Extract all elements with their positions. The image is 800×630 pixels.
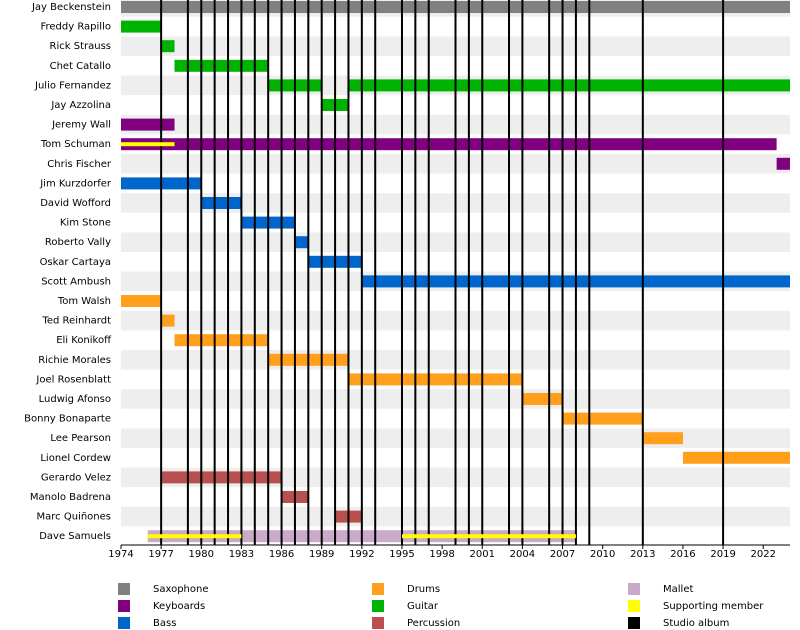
member-span — [121, 138, 777, 151]
legend-label: Drums — [407, 584, 440, 595]
legend-swatch — [372, 617, 384, 629]
member-span — [201, 197, 242, 209]
legend-label: Supporting member — [663, 601, 764, 612]
supporting-span — [401, 534, 576, 539]
member-label: Manolo Badrena — [30, 492, 111, 503]
member-span — [348, 79, 790, 92]
legend-swatch — [118, 617, 130, 629]
x-tick-label: 2019 — [710, 549, 735, 560]
member-label: Joel Rosenblatt — [35, 374, 111, 385]
member-span — [522, 393, 563, 405]
member-label: David Wofford — [40, 198, 111, 209]
x-tick-label: 2007 — [550, 549, 575, 560]
member-label: Kim Stone — [60, 218, 111, 229]
x-tick-label: 1992 — [349, 549, 374, 560]
member-label: Eli Konikoff — [56, 335, 112, 346]
legend-swatch — [372, 583, 384, 595]
member-span — [121, 20, 162, 33]
member-label: Jim Kurzdorfer — [39, 178, 112, 189]
supporting-span — [121, 142, 175, 147]
member-span — [161, 471, 282, 484]
legend-label: Mallet — [663, 584, 693, 595]
legend-label: Studio album — [663, 618, 729, 629]
member-label: Ted Reinhardt — [41, 316, 111, 327]
member-span — [682, 451, 790, 464]
member-span — [161, 40, 175, 53]
x-tick-label: 1995 — [389, 549, 414, 560]
x-tick-label: 1983 — [229, 549, 254, 560]
member-label: Lionel Cordew — [40, 453, 111, 464]
legend-swatch — [628, 617, 640, 629]
legend-swatch — [118, 600, 130, 612]
member-label: Chris Fischer — [47, 159, 112, 170]
x-tick-label: 2016 — [670, 549, 695, 560]
member-label: Marc Quiñones — [37, 512, 111, 523]
x-tick-label: 1986 — [269, 549, 294, 560]
member-label: Oskar Cartaya — [40, 257, 111, 268]
member-span — [562, 412, 643, 425]
x-tick-label: 1989 — [309, 549, 334, 560]
member-span — [174, 334, 269, 347]
member-label: Chet Catallo — [50, 61, 111, 72]
member-span — [776, 157, 790, 170]
supporting-span — [147, 534, 242, 539]
x-tick-label: 2013 — [630, 549, 655, 560]
member-label: Tom Schuman — [40, 139, 111, 150]
legend-label: Guitar — [407, 601, 439, 612]
x-tick-label: 1977 — [148, 549, 173, 560]
x-tick-label: 2001 — [470, 549, 495, 560]
x-tick-label: 2010 — [590, 549, 615, 560]
legend-label: Keyboards — [153, 601, 205, 612]
member-span — [642, 432, 683, 445]
member-label: Jeremy Wall — [51, 120, 111, 131]
member-label: Roberto Vally — [45, 237, 111, 248]
legend-label: Bass — [153, 618, 176, 629]
x-tick-label: 2022 — [751, 549, 776, 560]
member-label: Dave Samuels — [39, 531, 111, 542]
legend-swatch — [118, 583, 130, 595]
legend-swatch — [372, 600, 384, 612]
member-span — [121, 118, 175, 131]
member-label: Scott Ambush — [41, 276, 111, 287]
x-tick-label: 1974 — [108, 549, 133, 560]
member-label: Julio Fernandez — [34, 80, 111, 91]
member-label: Richie Morales — [38, 355, 111, 366]
member-span — [294, 236, 309, 249]
member-label: Jay Azzolina — [50, 100, 111, 111]
member-label: Tom Walsh — [57, 296, 111, 307]
member-span — [161, 314, 175, 327]
legend-swatch — [628, 583, 640, 595]
member-span — [174, 59, 269, 72]
member-span — [121, 295, 162, 307]
member-label: Jay Beckenstein — [31, 2, 111, 13]
legend-label: Percussion — [407, 618, 460, 629]
member-span — [348, 373, 523, 386]
x-tick-label: 1998 — [429, 549, 454, 560]
member-label: Gerardo Velez — [41, 472, 111, 483]
legend-label: Saxophone — [153, 584, 209, 595]
x-tick-label: 1980 — [189, 549, 214, 560]
member-label: Lee Pearson — [50, 433, 111, 444]
member-label: Bonny Bonaparte — [24, 414, 111, 425]
member-label: Ludwig Afonso — [39, 394, 111, 405]
x-tick-label: 2004 — [510, 549, 535, 560]
member-label: Freddy Rapillo — [40, 22, 111, 33]
legend-swatch — [628, 600, 640, 612]
member-label: Rick Strauss — [50, 41, 111, 52]
